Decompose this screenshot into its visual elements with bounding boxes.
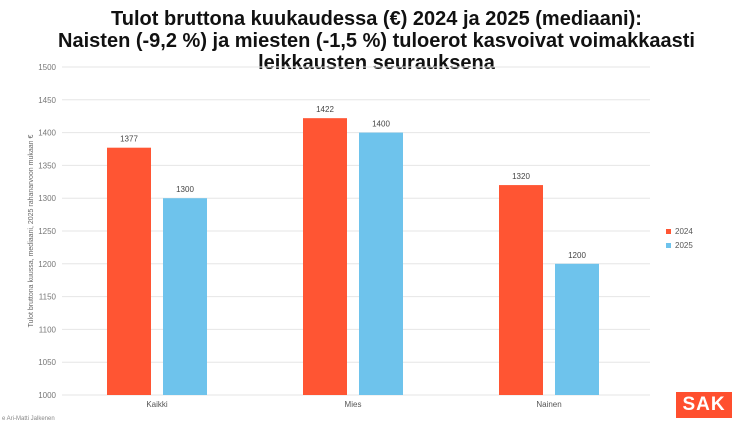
title-line-3: leikkausten seurauksena [258, 52, 495, 74]
title-line-1: Tulot bruttona kuukaudessa (€) 2024 ja 2… [111, 8, 642, 30]
speaker-caption: e Ari-Matti Jalkenen [2, 416, 55, 422]
data-label-kaikki-2025: 1300 [176, 185, 194, 194]
y-tick-label-1350: 1350 [38, 161, 56, 170]
y-tick-label-1450: 1450 [38, 96, 56, 105]
y-axis-label: Tulot bruttona kuussa, mediaani, 2025 ra… [28, 135, 35, 328]
bar-mies-2024 [303, 118, 347, 395]
bar-kaikki-2024 [107, 147, 151, 395]
title-line-2: Naisten (-9,2 %) ja miesten (-1,5 %) tul… [58, 30, 695, 52]
x-category-label-mies: Mies [345, 400, 362, 409]
bar-nainen-2024 [499, 185, 543, 395]
y-tick-label-1050: 1050 [38, 358, 56, 367]
y-tick-label-1300: 1300 [38, 194, 56, 203]
sak-logo: SAK [676, 392, 732, 418]
data-label-nainen-2024: 1320 [512, 172, 530, 181]
legend-swatch-2024 [666, 228, 671, 234]
legend: 2024 2025 [666, 224, 693, 252]
y-tick-label-1400: 1400 [38, 129, 56, 138]
legend-label-2025: 2025 [675, 240, 693, 250]
legend-item-2024: 2024 [666, 224, 693, 238]
x-category-label-nainen: Nainen [536, 400, 561, 409]
data-label-kaikki-2024: 1377 [120, 135, 138, 144]
y-tick-label-1150: 1150 [39, 293, 57, 302]
chart-title: Tulot bruttona kuukaudessa (€) 2024 ja 2… [0, 8, 753, 74]
x-category-label-kaikki: Kaikki [146, 400, 168, 409]
y-tick-label-1000: 1000 [38, 391, 56, 400]
data-label-mies-2024: 1422 [316, 105, 334, 114]
bar-kaikki-2025 [163, 198, 207, 395]
y-tick-label-1200: 1200 [38, 260, 56, 269]
data-label-mies-2025: 1400 [372, 120, 390, 129]
bar-mies-2025 [359, 132, 403, 395]
legend-label-2024: 2024 [675, 226, 693, 236]
y-tick-label-1500: 1500 [38, 63, 56, 72]
data-label-nainen-2025: 1200 [568, 251, 586, 260]
y-tick-label-1250: 1250 [38, 227, 56, 236]
bar-nainen-2025 [555, 263, 599, 395]
legend-item-2025: 2025 [666, 238, 693, 252]
legend-swatch-2025 [666, 242, 671, 248]
y-tick-label-1100: 1100 [39, 325, 57, 334]
